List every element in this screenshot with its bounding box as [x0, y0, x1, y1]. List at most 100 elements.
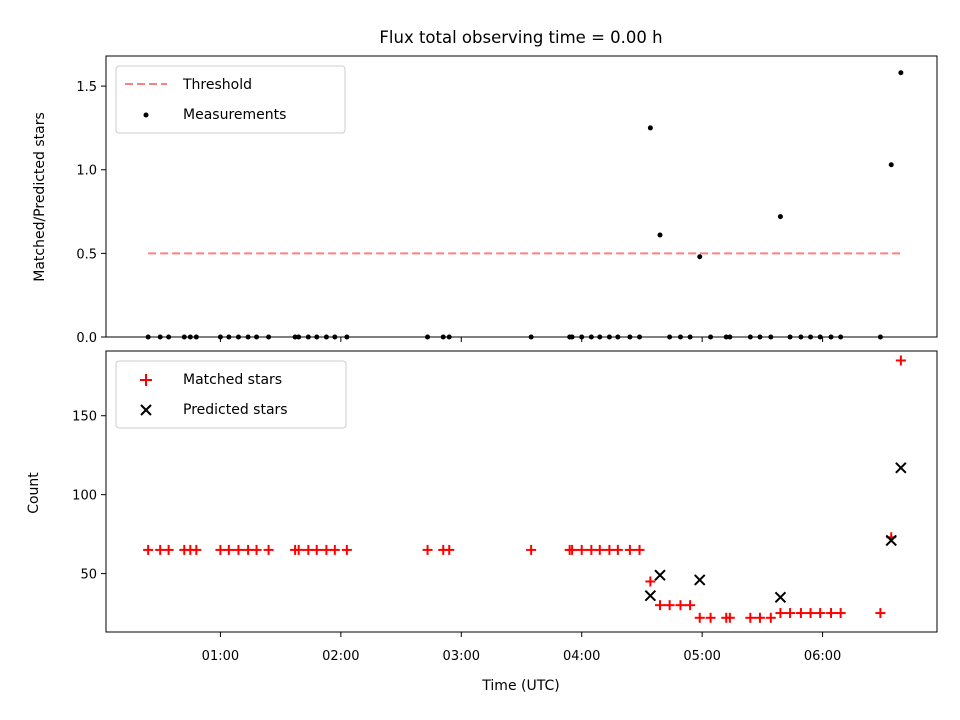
measurement-point — [157, 334, 163, 340]
predicted-star-point — [885, 534, 897, 547]
measurement-point — [808, 334, 814, 340]
measurement-point — [181, 334, 187, 340]
legend-matched-label: Matched stars — [183, 372, 282, 388]
matched-star-point — [155, 544, 166, 555]
matched-star-point — [191, 544, 202, 555]
legend-matched-swatch — [140, 374, 152, 386]
y-tick-label: 100 — [72, 489, 97, 504]
measurement-point — [588, 334, 594, 340]
panel-ratio-frame — [105, 55, 938, 338]
chart-title: Flux total observing time = 0.00 h — [379, 28, 662, 47]
measurement-point — [757, 334, 763, 340]
panel-count-frame — [105, 350, 938, 633]
measurement-point — [226, 334, 232, 340]
measurement-point — [637, 334, 643, 340]
matched-star-point — [835, 608, 846, 619]
matched-star-point — [243, 544, 254, 555]
panel-count-y-ticks: 50 100 150 — [72, 410, 106, 583]
matched-star-point — [321, 544, 332, 555]
matched-star-point — [754, 612, 765, 623]
measurement-point — [266, 334, 272, 340]
measurement-point — [747, 334, 753, 340]
legend-measurements-label: Measurements — [183, 107, 286, 123]
y-tick-label: 1.0 — [76, 164, 97, 179]
panel-ratio-y-ticks: 0.0 0.5 1.0 1.5 — [76, 80, 106, 346]
measurement-point — [296, 334, 302, 340]
measurement-point — [254, 334, 260, 340]
measurement-point — [898, 70, 904, 76]
measurement-point — [687, 334, 693, 340]
matched-star-point — [163, 544, 174, 555]
matched-star-point — [422, 544, 433, 555]
measurement-point — [579, 334, 585, 340]
measurement-point — [193, 334, 199, 340]
matched-star-point — [655, 600, 665, 611]
x-stroke-b — [895, 462, 907, 474]
y-tick-label: 150 — [72, 410, 97, 425]
panel-ratio-legend: Threshold Measurements — [115, 65, 346, 134]
measurement-point — [838, 334, 844, 340]
legend-box — [115, 65, 346, 134]
matched-star-point — [875, 608, 886, 619]
panel-count-legend: Matched stars Predicted stars — [115, 360, 347, 429]
matched-star-point — [303, 544, 314, 555]
x-stroke-b — [885, 534, 897, 547]
matched-star-point — [594, 544, 605, 555]
measurement-point — [305, 334, 311, 340]
matched-star-point — [567, 544, 578, 555]
measurement-point — [647, 125, 653, 131]
measurement-point — [187, 334, 193, 340]
measurement-point — [627, 334, 633, 340]
x-tick-label: 05:00 — [683, 649, 720, 664]
y-tick-label: 0.0 — [76, 331, 97, 346]
y-tick-label: 0.5 — [76, 247, 97, 262]
matched-star-point — [795, 608, 806, 619]
matched-star-point — [785, 608, 796, 619]
matched-star-point — [664, 600, 675, 611]
panel-count-y-axis-label: Count — [26, 472, 42, 514]
legend-box — [115, 360, 347, 429]
measurement-point — [314, 334, 320, 340]
measurement-point — [606, 334, 612, 340]
legend-threshold-label: Threshold — [182, 77, 252, 93]
measurement-point — [569, 334, 575, 340]
measurement-point — [708, 334, 714, 340]
matched-star-point — [694, 612, 705, 623]
measurement-point — [425, 334, 431, 340]
predicted-star-point — [644, 589, 657, 602]
measurement-point — [332, 334, 338, 340]
panel-ratio-marks — [145, 70, 904, 340]
legend-predicted-label: Predicted stars — [183, 402, 288, 418]
measurement-point — [877, 334, 883, 340]
measurement-point — [344, 334, 350, 340]
y-tick-label: 1.5 — [76, 80, 97, 95]
matched-star-point — [685, 600, 696, 611]
measurement-point — [166, 334, 172, 340]
measurement-point — [727, 334, 733, 340]
x-tick-label: 02:00 — [322, 649, 359, 664]
measurement-point — [145, 334, 151, 340]
measurement-point — [528, 334, 534, 340]
matched-star-point — [263, 544, 274, 555]
predicted-star-point — [774, 591, 787, 603]
measurement-point — [235, 334, 241, 340]
matched-star-point — [895, 355, 906, 366]
measurement-point — [217, 334, 223, 340]
matched-star-point — [311, 544, 322, 555]
measurement-point — [828, 334, 834, 340]
x-stroke-b — [654, 569, 666, 581]
measurement-point — [245, 334, 251, 340]
measurement-point — [323, 334, 329, 340]
legend-predicted-swatch — [140, 404, 152, 416]
matched-star-point — [765, 612, 776, 623]
measurement-point — [697, 254, 703, 260]
measurement-point — [768, 334, 774, 340]
matched-star-point — [826, 608, 837, 619]
matched-star-point — [341, 544, 352, 555]
measurement-point — [723, 334, 729, 340]
matched-star-point — [645, 576, 656, 587]
measurement-point — [677, 334, 683, 340]
matched-star-point — [576, 544, 587, 555]
matched-star-point — [815, 608, 826, 619]
